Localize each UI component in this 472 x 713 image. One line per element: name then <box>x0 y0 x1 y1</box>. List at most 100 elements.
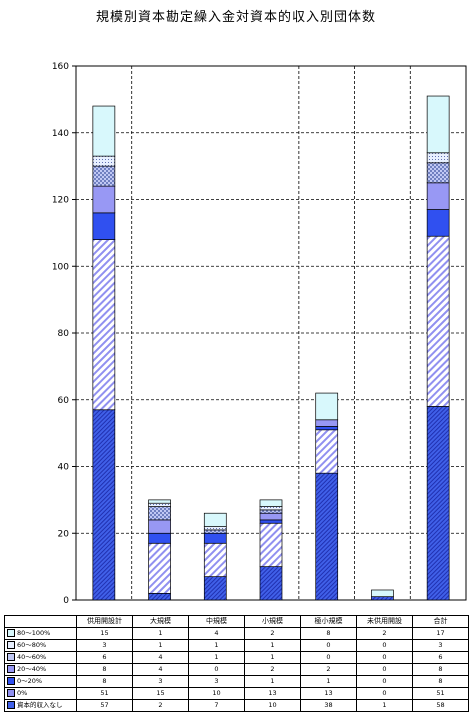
table-cell: 15 <box>132 687 189 700</box>
stacked-bar-chart: 0 20 40 60 80 100 120 140 160 <box>52 62 467 606</box>
legend-swatch <box>7 701 15 709</box>
table-cell: 6 <box>76 651 133 664</box>
table-cell: 2 <box>356 627 413 640</box>
table-cell: 3 <box>132 675 189 688</box>
bar-segment <box>259 509 283 514</box>
bar-segment <box>148 592 171 601</box>
legend-entry: 60～80% <box>4 639 77 652</box>
table-cell: 2 <box>300 663 357 676</box>
bar-segment <box>315 392 339 421</box>
table-cell: 38 <box>300 699 357 712</box>
bar-segment <box>148 519 171 534</box>
bar-segment <box>148 532 171 544</box>
y-tick-label: 20 <box>58 529 70 539</box>
y-tick-label: 40 <box>58 463 70 473</box>
category-label: 極小規模 <box>300 615 357 628</box>
bar-segment <box>92 185 116 214</box>
legend-entry: 80～100% <box>4 627 77 640</box>
table-cell: 51 <box>412 687 469 700</box>
table-cell: 1 <box>244 651 301 664</box>
legend-entry: 20～40% <box>4 663 77 676</box>
y-tick-label: 140 <box>52 129 69 139</box>
legend-entry: 0% <box>4 687 77 700</box>
bar-segment <box>203 576 227 601</box>
bar-segment <box>148 542 171 594</box>
bar-segment <box>371 589 394 598</box>
legend-swatch <box>7 629 15 637</box>
table-cell: 4 <box>132 651 189 664</box>
table-cell: 0 <box>356 651 413 664</box>
table-cell: 1 <box>244 639 301 652</box>
table-cell: 1 <box>356 699 413 712</box>
table-cell: 3 <box>76 639 133 652</box>
table-cell: 51 <box>76 687 133 700</box>
chart-title: 規模別資本勘定繰入金対資本的収入別団体数 <box>95 10 376 25</box>
y-tick-label: 60 <box>58 396 70 406</box>
y-tick-label: 80 <box>58 329 70 339</box>
legend-swatch <box>7 689 15 697</box>
table-cell: 4 <box>188 627 245 640</box>
bar-segment <box>315 472 339 601</box>
bar-segment <box>148 506 171 521</box>
bar-segment <box>92 212 116 240</box>
table-cell: 0 <box>356 663 413 676</box>
table-row: 20～40% 8 4 0 2 2 0 8 <box>4 663 469 676</box>
table-cell: 3 <box>188 675 245 688</box>
table-cell: 2 <box>244 663 301 676</box>
bar-segment <box>203 532 227 544</box>
category-label: 大規模 <box>132 615 189 628</box>
legend-entry: 40～60% <box>4 651 77 664</box>
bar-segment <box>259 499 283 507</box>
bar-segment <box>426 209 450 237</box>
bar-segment <box>92 239 116 411</box>
bar-segment <box>259 512 283 521</box>
table-cell: 8 <box>76 675 133 688</box>
table-cell: 0 <box>188 663 245 676</box>
bar-segment <box>426 95 450 154</box>
table-cell: 0 <box>300 651 357 664</box>
table-cell: 2 <box>132 699 189 712</box>
y-tick-label: 0 <box>63 596 69 606</box>
bar-segment <box>426 152 450 164</box>
legend-entry: 0～20% <box>4 675 77 688</box>
table-cell: 6 <box>412 651 469 664</box>
bar-segment <box>203 526 227 531</box>
table-cell: 13 <box>300 687 357 700</box>
table-cell: 1 <box>188 639 245 652</box>
bar-segment <box>92 155 116 167</box>
category-label: 供用開設計 <box>76 615 133 628</box>
bar-segment <box>148 502 171 507</box>
bar-segment <box>371 596 394 601</box>
table-cell: 58 <box>412 699 469 712</box>
table-cell: 0 <box>356 639 413 652</box>
table-cell: 3 <box>412 639 469 652</box>
table-cell: 10 <box>188 687 245 700</box>
table-cell: 1 <box>188 651 245 664</box>
table-cell: 8 <box>412 675 469 688</box>
table-row: 60～80% 3 1 1 1 0 0 3 <box>4 639 469 652</box>
table-cell: 1 <box>244 675 301 688</box>
table-row: 0～20% 8 3 3 1 1 0 8 <box>4 675 469 688</box>
y-tick-label: 160 <box>52 62 69 72</box>
legend-swatch <box>7 665 15 673</box>
y-tick-label: 120 <box>52 196 69 206</box>
y-tick-label: 100 <box>52 262 69 272</box>
table-cell: 1 <box>132 639 189 652</box>
bar-segment <box>315 429 339 474</box>
table-cell: 15 <box>76 627 133 640</box>
category-label: 中規模 <box>188 615 245 628</box>
table-cell: 1 <box>300 675 357 688</box>
bar-segment <box>92 409 116 601</box>
bar-segment <box>259 566 283 601</box>
bar-segment <box>92 105 116 157</box>
table-cell: 7 <box>188 699 245 712</box>
bar-segment <box>426 182 450 210</box>
bar-segment <box>259 506 283 511</box>
table-cell: 8 <box>300 627 357 640</box>
data-table: 供用開設計 大規模 中規模 小規模 極小規模 未供用開設 合計 80～100% 15 1 4 2 8 2 1… <box>4 615 469 712</box>
category-label: 小規模 <box>244 615 301 628</box>
legend-swatch <box>7 641 15 649</box>
table-cell: 2 <box>244 627 301 640</box>
legend-swatch <box>7 677 15 685</box>
bar-segment <box>203 542 227 577</box>
